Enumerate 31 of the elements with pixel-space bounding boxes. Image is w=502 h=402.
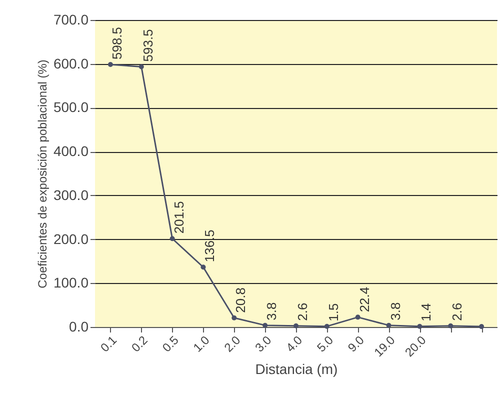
text: 136.5: [202, 230, 218, 262]
y-tick-label: 200.0: [53, 230, 89, 247]
text: 1.4: [418, 303, 434, 322]
x-tick-label: 5.0: [314, 332, 336, 355]
x-tick-label: 9.0: [345, 332, 368, 355]
text: 598.5: [109, 26, 124, 60]
y-tick-label: 700.0: [53, 12, 89, 28]
text: 593.5: [140, 29, 156, 62]
text: 20.8: [233, 288, 248, 313]
x-tick-label: 0.5: [160, 332, 182, 355]
x-axis-title: Distancia (m): [255, 360, 338, 377]
x-tick-label: 0.1: [98, 332, 120, 355]
y-tick-label: 0.0: [69, 318, 89, 334]
text: 3.8: [388, 302, 403, 320]
x-tick-label: 1.0: [190, 332, 212, 355]
text: 3.8: [264, 302, 280, 320]
x-tick-label: 2.0: [221, 332, 244, 355]
text: 22.4: [356, 286, 372, 312]
y-tick-label: 400.0: [53, 143, 89, 160]
y-axis-title: Coeficientes de exposición poblacional (%): [35, 60, 50, 288]
text: 201.5: [171, 201, 186, 234]
text: 2.6: [295, 302, 310, 321]
x-tick-label: 3.0: [252, 332, 274, 355]
x-tick-label: 4.0: [283, 332, 306, 355]
y-tick-label: 100.0: [53, 274, 89, 291]
x-tick-label: 0.2: [128, 332, 151, 355]
text: 2.6: [450, 302, 465, 321]
y-tick-label: 300.0: [53, 186, 89, 203]
y-tick-label: 500.0: [53, 99, 89, 116]
text: 1.5: [326, 303, 341, 322]
y-tick-label: 600.0: [53, 55, 89, 72]
